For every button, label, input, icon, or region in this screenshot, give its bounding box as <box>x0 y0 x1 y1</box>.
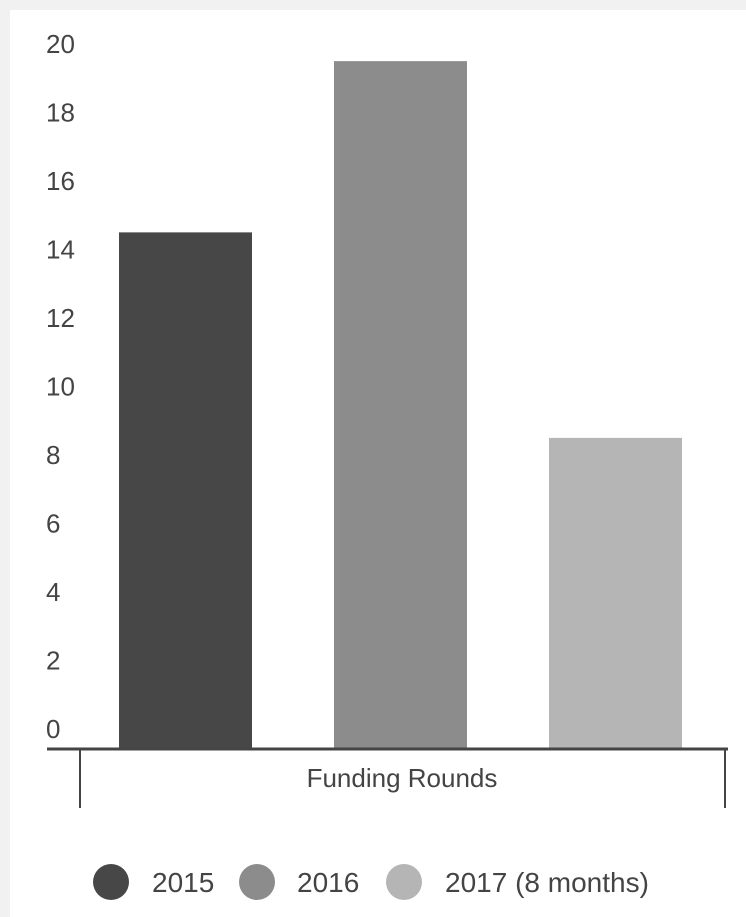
y-tick-label: 12 <box>46 303 75 333</box>
category-label: Funding Rounds <box>307 763 498 793</box>
bar <box>334 61 467 748</box>
y-tick-label: 0 <box>46 714 60 744</box>
legend-swatch <box>239 864 275 900</box>
y-tick-label: 6 <box>46 509 60 539</box>
bars <box>119 61 682 748</box>
y-tick-label: 18 <box>46 98 75 128</box>
y-tick-label: 20 <box>46 29 75 59</box>
y-tick-label: 16 <box>46 166 75 196</box>
legend-swatch <box>93 864 129 900</box>
legend-label: 2016 <box>297 867 359 898</box>
y-tick-label: 4 <box>46 577 60 607</box>
bar <box>549 438 682 748</box>
y-tick-label: 8 <box>46 440 60 470</box>
bar <box>119 232 252 748</box>
legend: 2015 2016 2017 (8 months) <box>93 864 649 900</box>
y-axis-ticks: 0 2 4 6 8 10 12 14 16 18 20 <box>46 29 75 744</box>
legend-label: 2017 (8 months) <box>445 867 649 898</box>
y-tick-label: 2 <box>46 646 60 676</box>
y-tick-label: 10 <box>46 372 75 402</box>
legend-swatch <box>386 864 422 900</box>
legend-label: 2015 <box>152 867 214 898</box>
y-tick-label: 14 <box>46 235 75 265</box>
